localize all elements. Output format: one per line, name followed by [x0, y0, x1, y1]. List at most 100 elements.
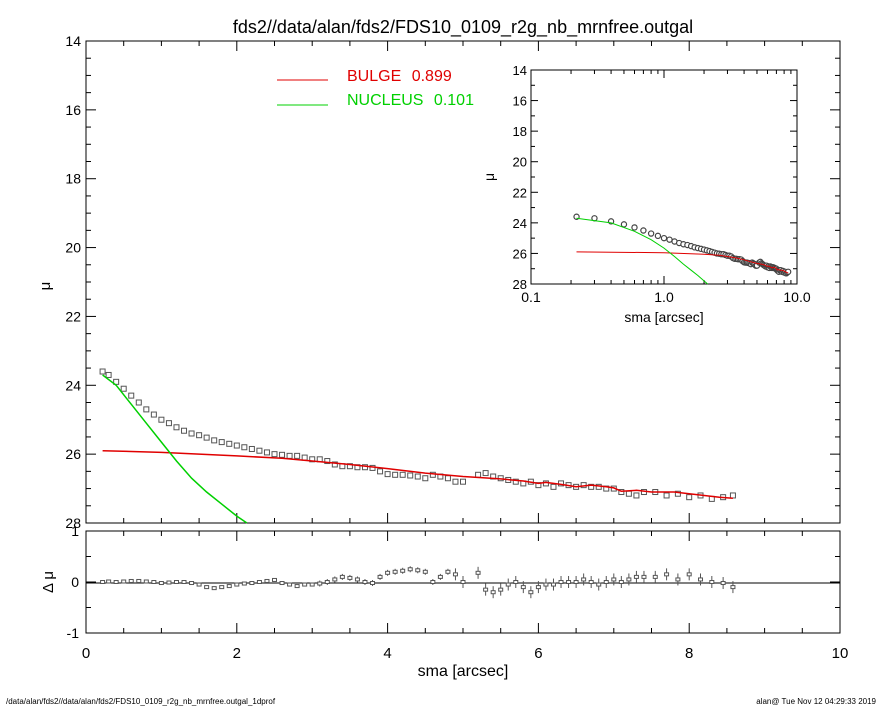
- data-point: [482, 470, 489, 477]
- residual-point: [573, 580, 579, 584]
- data-point: [203, 434, 210, 441]
- inset-data-point: [631, 224, 638, 231]
- data-point: [173, 424, 180, 431]
- residual-point: [437, 574, 443, 579]
- inset-nucleus-model-line: [576, 217, 709, 285]
- residual-point: [520, 585, 526, 590]
- data-point: [414, 473, 421, 480]
- data-point: [158, 416, 165, 423]
- data-point: [475, 471, 482, 478]
- inset-data-point: [654, 232, 662, 240]
- residual-point: [626, 577, 632, 582]
- data-point: [452, 478, 459, 485]
- main-data-series: [99, 368, 736, 502]
- data-point: [512, 478, 519, 485]
- data-point: [331, 461, 338, 468]
- residual-point: [460, 580, 466, 584]
- data-point: [99, 368, 106, 375]
- residual-point: [588, 580, 594, 584]
- inset-data-point: [666, 236, 673, 243]
- data-point: [120, 385, 127, 392]
- residual-point: [272, 577, 277, 582]
- residual-y-axis-label: Δ μ: [40, 571, 57, 593]
- data-point: [633, 492, 640, 499]
- data-point: [143, 406, 150, 413]
- residual-point: [196, 582, 202, 587]
- main-y-ticks: 14 16 18 20 22 24 26 28: [65, 33, 840, 531]
- x-tick-label: 6: [534, 645, 542, 662]
- residual-point: [151, 580, 157, 584]
- residual-point: [106, 579, 112, 584]
- data-point: [128, 392, 135, 399]
- inset-x-ticks: 0.1 1.0 10.0: [521, 70, 811, 305]
- residual-point: [204, 585, 210, 590]
- residual-point: [241, 581, 247, 586]
- residual-point: [181, 580, 187, 584]
- residual-point: [603, 580, 609, 584]
- data-point: [384, 471, 391, 478]
- shared-x-ticks: 0 2 4 6 8 10: [82, 531, 849, 662]
- residual-point: [513, 580, 519, 584]
- residual-point: [535, 585, 541, 590]
- legend: BULGE 0.899 NUCLEUS 0.101: [277, 68, 474, 109]
- residual-point: [128, 578, 134, 583]
- residual-point: [505, 582, 511, 587]
- inset-y-tick-label: 28: [513, 277, 527, 292]
- residual-point: [686, 572, 692, 577]
- residual-point: [543, 582, 549, 587]
- data-point: [309, 456, 316, 463]
- residual-point: [136, 578, 142, 583]
- residual-point: [558, 580, 564, 584]
- footer-file-path: /data/alan/fds2//data/alan/fds2/FDS10_01…: [6, 697, 276, 706]
- nucleus-model-line: [102, 374, 248, 524]
- residual-point: [407, 567, 413, 572]
- residual-point: [347, 575, 353, 580]
- residual-point: [302, 582, 308, 587]
- x-tick-label: 10: [832, 645, 849, 662]
- residual-point: [422, 569, 428, 574]
- data-point: [399, 471, 406, 478]
- residual-y-tick-label: 0: [71, 574, 79, 590]
- residual-point: [219, 585, 225, 590]
- residual-point: [287, 582, 293, 587]
- residual-point: [498, 587, 504, 592]
- data-point: [674, 490, 681, 497]
- residual-point: [158, 581, 164, 586]
- residual-point: [317, 581, 323, 586]
- residual-point: [664, 572, 670, 577]
- data-point: [286, 452, 293, 459]
- inset-data-point: [640, 227, 647, 234]
- data-point: [663, 492, 670, 499]
- data-point: [233, 442, 240, 449]
- data-point: [377, 468, 384, 475]
- bulge-model-line: [102, 449, 733, 499]
- residual-point: [566, 580, 572, 584]
- residual-point: [121, 579, 127, 584]
- data-point: [226, 440, 233, 447]
- inset-data-point: [620, 221, 628, 228]
- main-y-tick-label: 18: [65, 171, 81, 187]
- data-point: [218, 439, 225, 446]
- inset-x-axis-label: sma [arcsec]: [624, 309, 703, 325]
- chart-title: fds2//data/alan/fds2/FDS10_0109_r2g_nb_m…: [233, 17, 693, 38]
- data-point: [279, 451, 286, 458]
- residual-point: [400, 568, 406, 573]
- inset-bulge-model-line: [576, 251, 789, 274]
- data-point: [211, 437, 218, 444]
- data-point: [429, 471, 436, 478]
- main-y-tick-label: 22: [65, 308, 81, 324]
- x-tick-label: 4: [383, 645, 391, 662]
- inset-plot: 14 16 18 20 22 24 26 28 0.1 1.0 10.0 μ sma [arcse…: [481, 63, 811, 325]
- data-point: [407, 472, 414, 479]
- residual-point: [354, 577, 360, 582]
- residual-point: [633, 574, 639, 579]
- inset-x-tick-label: 10.0: [783, 289, 810, 305]
- residual-point: [377, 574, 383, 579]
- legend-bulge-label: BULGE 0.899: [347, 68, 452, 85]
- inset-y-tick-label: 14: [513, 63, 527, 78]
- residual-point: [211, 586, 217, 591]
- data-point: [241, 444, 248, 451]
- inset-y-tick-label: 20: [513, 155, 527, 170]
- main-y-tick-label: 28: [65, 515, 81, 531]
- residual-point: [618, 580, 624, 584]
